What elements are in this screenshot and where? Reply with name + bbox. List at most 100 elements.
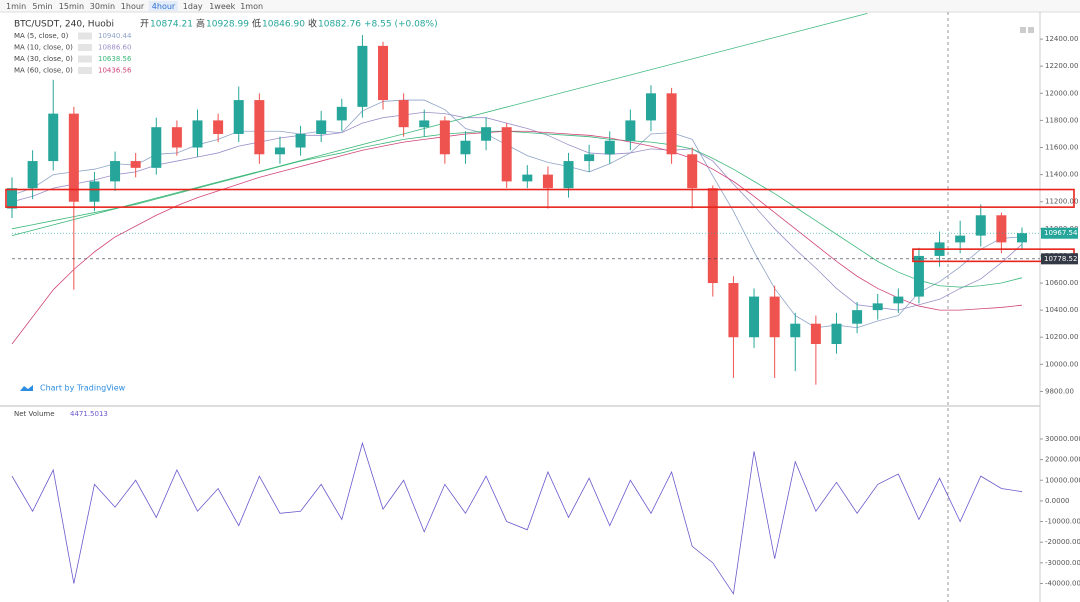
ohlc-value: 10928.99 (206, 20, 249, 30)
candle-body (316, 120, 327, 134)
y-tick-label: 11200.00 (1045, 198, 1078, 206)
y-tick-label: 12200.00 (1045, 62, 1078, 70)
candle-body (336, 106, 347, 121)
y-tick-label: 12400.00 (1045, 35, 1078, 43)
line (11, 111, 1023, 311)
interval-active-bg (148, 1, 178, 11)
interval-button[interactable]: 5min (32, 2, 52, 11)
marker-price-box (1041, 253, 1078, 265)
legend-value: 10638.56 (98, 55, 132, 63)
legend-icons (78, 55, 92, 63)
candle-body (625, 120, 636, 141)
y-tick-label: 11600.00 (1045, 144, 1078, 152)
line (11, 99, 1023, 329)
y-tick-label: 12000.00 (1045, 89, 1078, 97)
legend-value: 10886.60 (98, 44, 131, 52)
last-price-label: 10967.54 (1044, 229, 1078, 237)
y-tick-label: -10000.0000 (1045, 518, 1080, 526)
candle-body (707, 188, 718, 284)
candle-body (1017, 233, 1027, 243)
y-tick-label: 10400.00 (1045, 306, 1078, 314)
candle-body (130, 161, 141, 168)
legend-value: 10940.44 (98, 32, 132, 40)
interval-button[interactable]: 4hour (152, 2, 176, 11)
candle-body (171, 127, 182, 148)
candle-body (192, 120, 203, 148)
candle-body (27, 161, 38, 189)
interval-button[interactable]: 1mon (240, 2, 263, 11)
interval-button[interactable]: 1min (6, 2, 26, 11)
zone (5, 188, 1075, 208)
legend-icons (78, 44, 92, 51)
candle-body (151, 127, 162, 168)
candle-body (645, 93, 656, 121)
candle-body (584, 154, 595, 162)
candle-body (439, 120, 450, 155)
candle-body (604, 140, 615, 155)
legend-name: MA (30, close, 0) (14, 55, 73, 63)
candle-body (790, 323, 801, 338)
y-tick-label: -30000.0000 (1045, 559, 1080, 567)
ohlc-value: 10874.21 (150, 20, 193, 30)
candle-body (357, 45, 368, 107)
ohlc-label: 低 (252, 18, 261, 30)
legend-value: 10436.56 (98, 67, 132, 75)
y-tick-label: 10000.0000 (1045, 476, 1080, 484)
candle-body (666, 93, 677, 155)
legend-name: MA (10, close, 0) (14, 44, 73, 52)
candle-body (687, 154, 698, 189)
candle-body (89, 181, 100, 202)
candle-body (110, 161, 121, 182)
candle-body (295, 133, 306, 148)
symbol: BTC/USDT, 240, Huobi (14, 20, 114, 30)
line (11, 130, 1023, 288)
ohlc-value: 10846.90 (262, 20, 305, 30)
candle-body (68, 113, 79, 202)
candle-body (872, 303, 883, 311)
candle-body (749, 296, 760, 338)
legend-value: 4471.5013 (70, 410, 108, 418)
y-tick-label: 10600.00 (1045, 279, 1078, 287)
interval-button[interactable]: 1week (209, 2, 235, 11)
ohlc-label: 收 (308, 18, 317, 30)
y-tick-label: -20000.0000 (1045, 538, 1080, 546)
candle-body (893, 296, 904, 304)
interval-button[interactable]: 1hour (121, 2, 145, 11)
candle-body (233, 100, 244, 134)
interval-button[interactable]: 1day (183, 2, 203, 11)
y-tick-label: 10000.00 (1045, 360, 1078, 368)
candle-body (913, 255, 924, 297)
candle-body (419, 120, 430, 128)
line (11, 441, 1023, 595)
icon[interactable] (1028, 27, 1034, 33)
interval-button[interactable]: 15min (59, 2, 84, 11)
candle-body (810, 323, 821, 345)
candle-body (975, 215, 986, 236)
candle-body (542, 174, 553, 189)
interval-button[interactable]: 30min (90, 2, 115, 11)
candle-body (852, 310, 863, 324)
watermark-logo (20, 385, 33, 391)
candle-body (955, 235, 966, 243)
trendline (11, 12, 868, 236)
line (11, 130, 1023, 345)
y-tick-label: 9800.00 (1045, 387, 1074, 395)
candle-body (522, 174, 533, 182)
y-tick-label: 30000.0000 (1045, 435, 1080, 443)
icon[interactable] (1020, 27, 1026, 33)
legend-name: MA (5, close, 0) (14, 32, 69, 40)
toolbar-bg (0, 0, 1080, 12)
candle-body (7, 188, 17, 209)
legend-icons (78, 32, 92, 40)
candle-body (378, 45, 389, 101)
candle-body (398, 100, 409, 128)
candle-body (213, 120, 224, 134)
candle-body (460, 140, 471, 155)
candle-body (254, 100, 265, 155)
ohlc-label: 高 (196, 18, 205, 30)
last-price-box (1041, 227, 1078, 239)
candle-body (501, 127, 512, 182)
y-tick-label: 20000.0000 (1045, 456, 1080, 464)
